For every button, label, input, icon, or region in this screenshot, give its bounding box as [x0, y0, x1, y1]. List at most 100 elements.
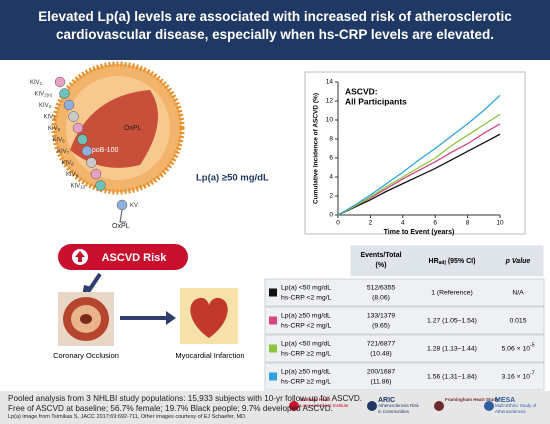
kringle-sub: 4 [53, 116, 56, 121]
row [264, 306, 545, 335]
hazard-ratio: 1.28 (1.13–1.44) [427, 345, 477, 352]
kringle-label: KIV3 [39, 103, 52, 110]
risk-label: ASCVD Risk [102, 252, 168, 264]
row [264, 278, 545, 307]
hr-base: HR [429, 258, 439, 265]
chart-frame [304, 71, 526, 235]
swatch [269, 316, 277, 325]
kringle-sub: 10 [80, 185, 86, 190]
logo-mark [289, 401, 299, 411]
kringle-sub: 1 [40, 81, 43, 86]
p-exp: -5 [530, 343, 535, 349]
arrow-head [166, 311, 176, 325]
swatch [269, 288, 277, 297]
kringle-label: KIV4 [44, 114, 57, 121]
kringle [95, 180, 106, 191]
events: 721/6877 [367, 340, 396, 347]
kringle-base: KIV [57, 149, 67, 155]
hazard-ratio: 1.56 (1.31–1.84) [427, 373, 477, 380]
header-cell: HRadj (95% CI) [429, 258, 476, 266]
events: 133/1379 [367, 312, 396, 319]
kringle [72, 122, 84, 134]
hazard-ratio: 1.27 (1.05–1.54) [427, 317, 477, 324]
kringle-base: KIV [35, 91, 45, 97]
header-cell: (%) [376, 262, 387, 269]
group-label: hs-CRP ≥2 mg/L [281, 350, 331, 357]
logo-text: National Heart [300, 397, 331, 402]
logo-text: Atherosclerosis [495, 409, 527, 414]
swatch [269, 344, 277, 353]
p-value: 5.06 × 10-5 [502, 343, 535, 352]
chart-title: ASCVD: [345, 86, 378, 96]
x-tick-label: 8 [466, 220, 470, 227]
row [264, 334, 545, 363]
events: 200/1687 [367, 368, 396, 375]
logo-mark [434, 401, 444, 411]
kringle [77, 134, 88, 145]
p-exp: -7 [530, 371, 535, 377]
kringle [59, 88, 70, 99]
p-base: N/A [512, 289, 524, 296]
kringle-label: KIV6 [53, 137, 66, 144]
x-tick-label: 0 [336, 220, 340, 227]
x-axis-label: Time to Event (years) [384, 229, 455, 236]
apob-label: apoB-100 [88, 147, 118, 154]
occlusion [80, 314, 92, 324]
line [337, 94, 501, 216]
line [337, 113, 501, 216]
oxpl-label: OxPL [124, 125, 142, 132]
logo-mark [367, 401, 377, 411]
summary: Pooled analysis from 3 NHLBI study popul… [8, 394, 368, 414]
risk-arrow [75, 251, 85, 262]
kringle-chain: KIV1KIV2(n)KIV3KIV4KIV5KIV6KIV7KIV8KIV9K… [30, 76, 138, 211]
hr-sub: adj [439, 260, 447, 266]
events: (8.06) [372, 294, 390, 301]
y-tick-label: 14 [326, 79, 334, 86]
kringle-label: KIV1 [30, 80, 43, 87]
p-base: 5.06 × 10 [502, 345, 531, 352]
credit: Lp(a) image from Tsimikas S, JACC 2017;6… [8, 414, 247, 420]
logo-text: Multi-Ethnic Study of [495, 403, 537, 408]
x-tick-label: 2 [369, 220, 373, 227]
logo-mark [484, 401, 494, 411]
header-cell: p Value [505, 258, 531, 265]
logo-text: Atherosclerosis Risk [378, 403, 420, 408]
kringle-base: KIV [71, 183, 81, 189]
chart-title: All Participants [345, 96, 407, 106]
logo-text: ARIC [378, 397, 395, 404]
row [264, 362, 545, 391]
kringle-sub: 6 [62, 139, 65, 144]
lpa-threshold: Lp(a) ≥50 mg/dL [196, 173, 269, 184]
y-tick-label: 10 [326, 117, 334, 124]
x-tick-label: 6 [433, 220, 437, 227]
hr-rest: (95% CI) [446, 258, 476, 265]
group-label: hs-CRP <2 mg/L [281, 294, 332, 301]
oxpl-label: OxPL [112, 223, 130, 230]
events: (9.65) [372, 322, 390, 329]
x-tick-label: 10 [496, 220, 504, 227]
y-tick-label: 6 [329, 155, 333, 162]
footer-band [0, 391, 550, 424]
kringle [86, 157, 97, 168]
kringle-base: KIV [62, 160, 72, 166]
kringle-sub: 9 [76, 173, 79, 178]
logo-text: Framingham Heart Study [445, 397, 499, 402]
group-label: Lp(a) ≥50 mg/dL [281, 368, 331, 375]
arrow [86, 272, 102, 294]
p-value: 0.015 [509, 317, 526, 324]
group-label: hs-CRP <2 mg/L [281, 322, 332, 329]
group-label: hs-CRP ≥2 mg/L [281, 378, 331, 385]
kringle-sub: 3 [49, 104, 52, 109]
swatch [269, 372, 277, 381]
p-base: 0.015 [509, 317, 526, 324]
kringle-label: KIV2(n) [35, 91, 53, 98]
kringle [63, 99, 75, 111]
x-tick-label: 4 [401, 220, 405, 227]
y-tick-label: 4 [329, 174, 333, 181]
heart [190, 297, 228, 338]
kringle-label: KIV7 [57, 149, 70, 156]
logo-text: in Communities [378, 409, 410, 414]
kringle-base: KIV [66, 172, 76, 178]
